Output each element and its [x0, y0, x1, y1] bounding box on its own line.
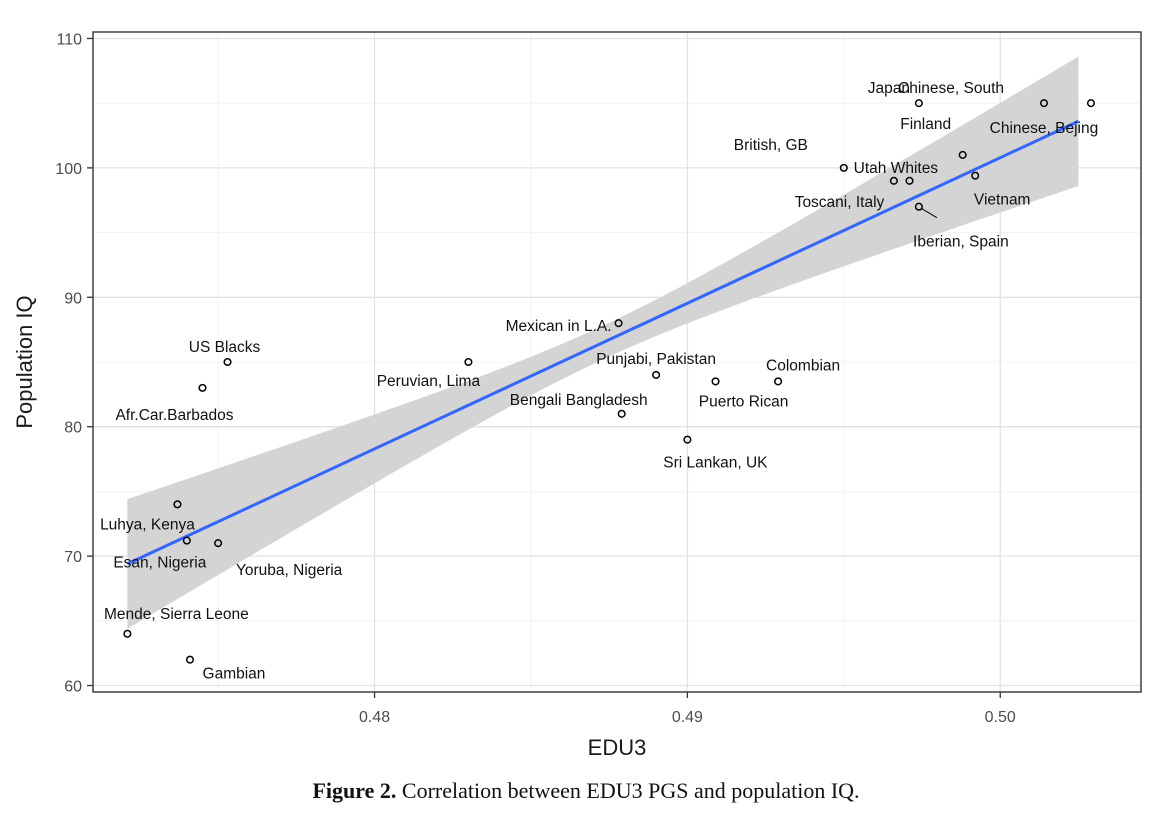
label-leader-lines [921, 208, 938, 219]
data-point [839, 163, 848, 172]
y-axis-ticks: 60 70 80 90 100 110 [55, 31, 93, 696]
data-point [173, 500, 182, 509]
x-tick-label: 0.50 [985, 709, 1016, 726]
data-point-label: Punjabi, Pakistan [596, 351, 716, 368]
figure-caption-label: Figure 2. [312, 778, 397, 803]
data-point-label: Chinese, South [898, 80, 1004, 97]
data-point [652, 370, 661, 379]
figure-caption: Figure 2. Correlation between EDU3 PGS a… [0, 778, 1172, 804]
data-point-label: Utah Whites [854, 160, 939, 177]
x-tick-label: 0.49 [672, 709, 703, 726]
data-point [711, 377, 720, 386]
data-point [123, 629, 132, 638]
data-point [614, 319, 623, 328]
data-point [223, 357, 232, 367]
data-point-label: Bengali Bangladesh [510, 392, 648, 409]
data-point [774, 377, 783, 386]
data-point-label: Finland [900, 116, 951, 133]
data-points [123, 99, 1095, 664]
y-tick-label: 100 [55, 161, 82, 178]
leader-line [921, 208, 938, 219]
data-point [182, 536, 191, 545]
data-point-label: Afr.Car.Barbados [115, 407, 233, 424]
data-point [905, 176, 914, 185]
data-point [198, 383, 207, 392]
data-point [1086, 99, 1095, 108]
data-point-label: British, GB [734, 137, 808, 154]
y-tick-label: 60 [64, 679, 82, 696]
data-point-label: Sri Lankan, UK [663, 455, 768, 472]
plot-border [92, 31, 1142, 693]
y-tick-label: 110 [56, 31, 82, 48]
data-point [914, 99, 923, 108]
data-point [914, 202, 923, 211]
data-point [889, 176, 898, 185]
data-point-label: Chinese, Bejing [990, 120, 1099, 137]
data-point-label: Iberian, Spain [913, 234, 1009, 251]
data-point-label: Esan, Nigeria [113, 555, 206, 572]
x-axis-ticks: 0.48 0.49 0.50 [359, 692, 1016, 726]
regression-line [126, 119, 1080, 566]
data-point-label: Mexican in L.A. [506, 318, 612, 335]
y-tick-label: 80 [64, 420, 82, 437]
data-point-label: Mende, Sierra Leone [104, 606, 249, 623]
x-tick-label: 0.48 [359, 709, 390, 726]
data-point [683, 435, 692, 444]
data-point [185, 655, 195, 664]
data-point-label: Luhya, Kenya [100, 516, 195, 533]
data-point [464, 357, 473, 367]
data-point-label: Toscani, Italy [795, 194, 885, 211]
data-point-label: Gambian [203, 666, 266, 683]
data-point-label: Peruvian, Lima [377, 373, 481, 390]
data-point-label: US Blacks [189, 339, 261, 356]
y-tick-label: 70 [64, 549, 82, 566]
data-point [1039, 99, 1049, 108]
y-tick-label: 90 [64, 290, 82, 307]
data-point-label: Vietnam [974, 192, 1031, 209]
data-point [971, 171, 980, 180]
data-point-label: Colombian [766, 357, 840, 374]
figure-caption-text: Correlation between EDU3 PGS and populat… [396, 778, 860, 803]
x-axis-title: EDU3 [588, 735, 647, 760]
data-point [617, 409, 626, 418]
grid-major [93, 32, 1141, 692]
y-axis-title: Population IQ [12, 295, 37, 428]
data-point-label: Japan [868, 80, 910, 97]
data-point [958, 150, 967, 159]
data-point [214, 539, 223, 548]
data-point-label: Puerto Rican [699, 393, 789, 410]
data-point-label: Yoruba, Nigeria [236, 562, 343, 579]
